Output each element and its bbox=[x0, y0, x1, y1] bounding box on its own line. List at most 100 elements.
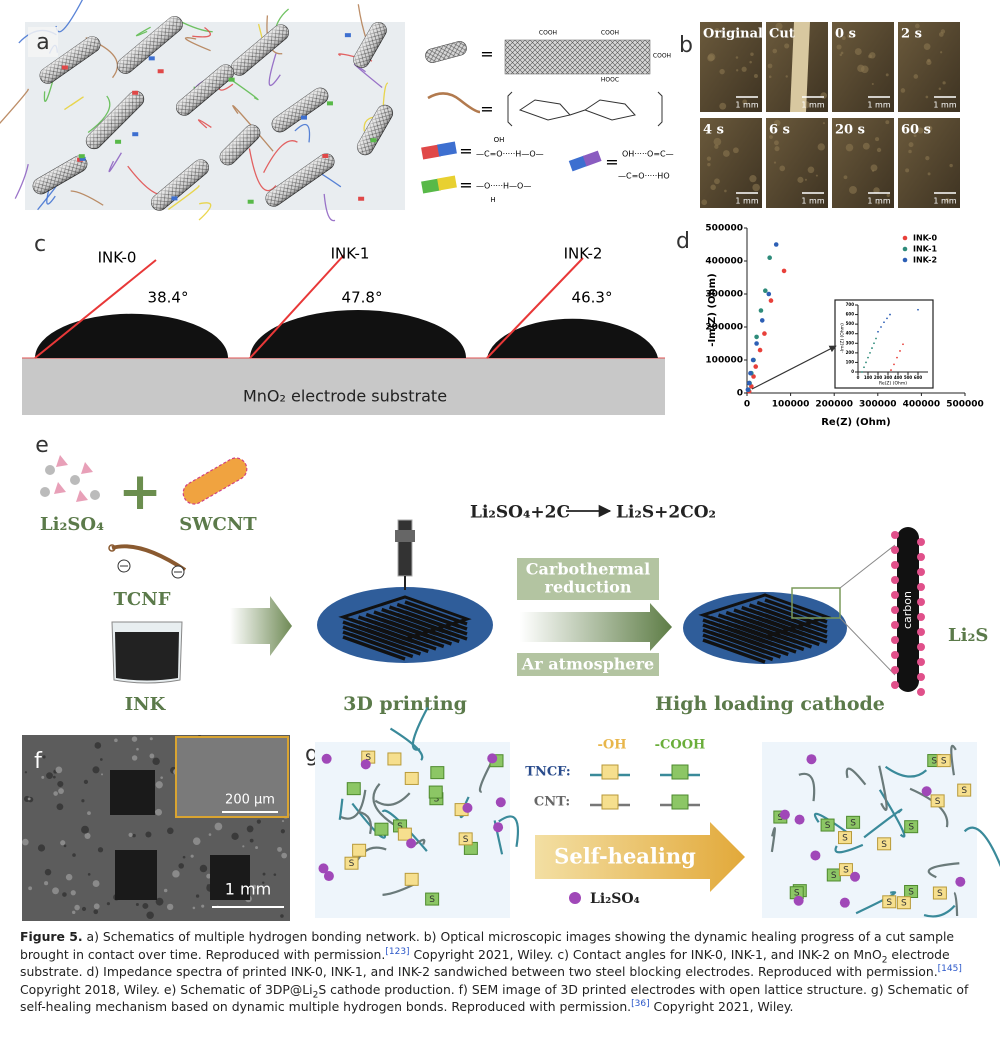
bond-block bbox=[157, 69, 164, 74]
bond-site bbox=[397, 827, 412, 841]
bond-letter: S bbox=[941, 757, 947, 767]
fiber bbox=[923, 904, 956, 918]
data-point bbox=[757, 347, 763, 353]
bond-site bbox=[430, 766, 445, 780]
x-tick-label: 200000 bbox=[815, 400, 853, 410]
frame-label: 20 s bbox=[835, 123, 865, 138]
sem-grain bbox=[65, 873, 73, 881]
grain bbox=[839, 53, 843, 57]
component-label: INK bbox=[125, 694, 167, 715]
li2s-particle bbox=[917, 613, 925, 621]
data-point bbox=[748, 370, 753, 376]
li2s-particle bbox=[917, 583, 925, 591]
salt-particle bbox=[839, 897, 850, 908]
reaction: Li₂SO₄+2C bbox=[470, 503, 570, 523]
network-before: S S S S S S bbox=[318, 706, 520, 906]
nanotube-shade bbox=[265, 153, 335, 207]
lattice-strand bbox=[702, 638, 766, 664]
sem-grain bbox=[163, 888, 168, 893]
x-tick-label: 200 bbox=[874, 375, 883, 380]
nanotube-shade bbox=[151, 159, 209, 211]
component-label: SWCNT bbox=[179, 514, 257, 535]
sem-grain bbox=[101, 773, 104, 776]
sem-grain bbox=[201, 904, 205, 908]
sem-grain bbox=[42, 755, 46, 759]
li2s-particle bbox=[891, 636, 899, 644]
li2s-particle bbox=[891, 546, 899, 554]
condition: Carbothermal bbox=[526, 560, 650, 579]
sem-grain bbox=[44, 868, 52, 876]
x-tick-label: 100 bbox=[864, 375, 873, 380]
grain bbox=[873, 187, 880, 194]
sem-grain bbox=[52, 887, 59, 895]
sem-grain bbox=[214, 822, 223, 831]
sem-grain bbox=[81, 906, 87, 912]
panel-label: c bbox=[34, 232, 46, 257]
salt-particle bbox=[810, 850, 821, 861]
ink-name: INK-2 bbox=[564, 245, 603, 263]
li2s-particle bbox=[891, 651, 899, 659]
data-point bbox=[869, 351, 871, 354]
process-arrow bbox=[230, 596, 292, 656]
y-tick-label: 0 bbox=[851, 369, 854, 374]
bond-site bbox=[846, 815, 861, 829]
data-point bbox=[893, 363, 895, 366]
salt-particle bbox=[406, 838, 417, 849]
grain bbox=[772, 48, 778, 54]
bond-site bbox=[932, 886, 947, 900]
polymer-chain bbox=[198, 202, 212, 221]
data-point bbox=[899, 350, 901, 352]
sem-grain bbox=[273, 873, 277, 876]
bond-text: OH·····O=C— bbox=[622, 150, 674, 159]
lattice-strand bbox=[702, 618, 766, 644]
contact-angle: 38.4° bbox=[148, 289, 189, 307]
sem-grain bbox=[83, 779, 89, 784]
grain bbox=[820, 92, 827, 99]
grain bbox=[807, 166, 815, 174]
data-point bbox=[768, 298, 774, 303]
grain bbox=[914, 23, 920, 29]
tcnf-icon bbox=[111, 544, 187, 572]
x-tick-label: 0 bbox=[857, 375, 860, 380]
sem-grain bbox=[149, 737, 153, 741]
salt-particle bbox=[323, 871, 334, 882]
bond-block bbox=[61, 65, 68, 70]
sem-grain bbox=[280, 914, 284, 918]
grain bbox=[877, 201, 880, 205]
grain bbox=[910, 126, 914, 130]
bond-letter: S bbox=[961, 786, 967, 796]
li2s-particle bbox=[917, 673, 925, 681]
grain bbox=[817, 143, 825, 151]
polymer-chain bbox=[108, 152, 122, 173]
fiber bbox=[950, 744, 957, 776]
polymer-chain bbox=[70, 190, 104, 206]
sem-grain bbox=[99, 758, 103, 761]
grain bbox=[785, 75, 788, 78]
bond-letter: S bbox=[935, 797, 941, 807]
grain bbox=[715, 28, 720, 33]
sem-grain bbox=[262, 881, 265, 884]
y-tick-label: 300 bbox=[846, 340, 855, 345]
figure-caption: Figure 5. a) Schematics of multiple hydr… bbox=[20, 928, 982, 1016]
frame-label: 60 s bbox=[901, 123, 931, 138]
equals: = bbox=[605, 153, 618, 172]
lattice-top bbox=[698, 593, 832, 639]
y-tick-label: 100 bbox=[846, 359, 855, 364]
data-point bbox=[896, 356, 898, 359]
bond-block bbox=[132, 132, 139, 137]
bond-letter: S bbox=[777, 813, 783, 823]
bond-text: OH bbox=[494, 136, 505, 144]
scale-label: 1 mm bbox=[867, 197, 890, 206]
scale-label: 1 mm bbox=[735, 101, 758, 110]
bond-letter: S bbox=[931, 757, 937, 767]
y-axis-title: -Im(Z) (Ohm) bbox=[707, 273, 718, 346]
fiber bbox=[372, 783, 400, 829]
syringe bbox=[397, 519, 413, 577]
polymer-chain bbox=[0, 88, 29, 125]
data-point bbox=[754, 341, 759, 346]
fiber bbox=[927, 862, 960, 879]
fiber bbox=[478, 763, 492, 793]
li2s-particle bbox=[917, 628, 925, 636]
grain bbox=[905, 168, 910, 173]
